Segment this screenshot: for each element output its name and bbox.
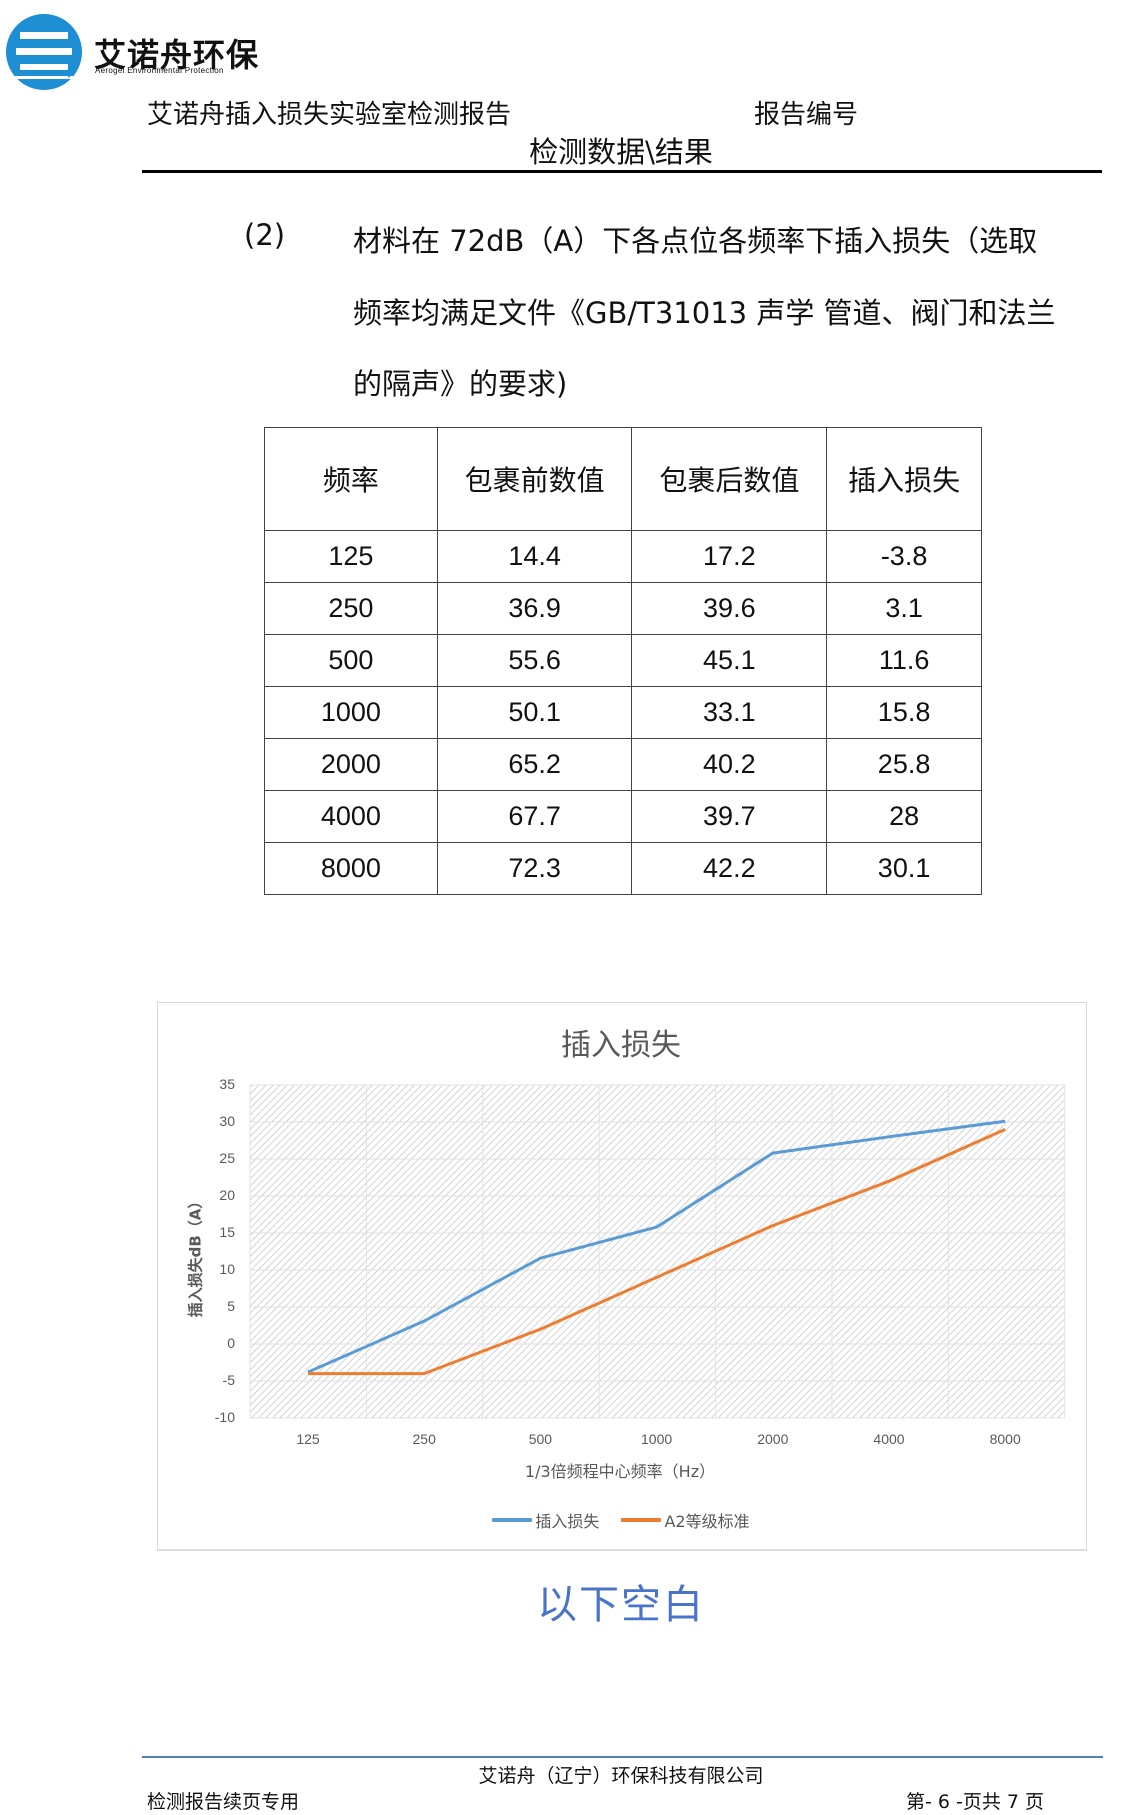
cell-after: 40.2 — [631, 738, 828, 791]
header-divider — [142, 170, 1102, 173]
paragraph-line: 的隔声》的要求) — [353, 367, 568, 401]
legend-label: A2等级标准 — [664, 1512, 750, 1531]
series-insertion-loss-line — [307, 1119, 1006, 1374]
table-row: 250 36.9 39.6 3.1 — [264, 582, 982, 635]
chart-legend: 插入损失 A2等级标准 — [157, 1508, 1085, 1532]
y-tick-label: -10 — [214, 1409, 235, 1425]
cell-loss: 25.8 — [826, 738, 982, 791]
cell-frequency: 2000 — [264, 738, 438, 791]
gridlines — [249, 1084, 1066, 1419]
paragraph-line: 频率均满足文件《GB/T31013 声学 管道、阀门和法兰 — [353, 296, 1056, 330]
x-axis-label: 1/3倍频程中心频率（Hz） — [524, 1462, 716, 1481]
y-tick-label: 5 — [227, 1298, 235, 1314]
x-tick-label: 1000 — [641, 1431, 673, 1447]
report-title: 艾诺舟插入损失实验室检测报告 — [147, 100, 512, 130]
legend-line-orange-icon — [621, 1518, 662, 1522]
cell-before: 72.3 — [436, 842, 633, 895]
table-row: 2000 65.2 40.2 25.8 — [264, 738, 982, 791]
y-tick-label: 10 — [219, 1261, 235, 1277]
x-tick-label: 4000 — [873, 1431, 905, 1447]
legend-line-blue-icon — [492, 1518, 533, 1522]
footer-divider — [142, 1756, 1103, 1758]
paragraph-line: 材料在 72dB（A）下各点位各频率下插入损失（选取 — [353, 224, 1038, 258]
x-tick-label: 8000 — [989, 1431, 1021, 1447]
y-tick-label: 35 — [219, 1076, 235, 1092]
chart-title: 插入损失 — [561, 1028, 681, 1063]
legend-item-a2-standard: A2等级标准 — [621, 1508, 750, 1532]
series-lines — [307, 1119, 1006, 1376]
table-row: 8000 72.3 42.2 30.1 — [264, 842, 982, 895]
table-row: 1000 50.1 33.1 15.8 — [264, 686, 982, 739]
blank-below-note: 以下空白 — [537, 1582, 705, 1628]
cell-loss: 30.1 — [826, 842, 982, 895]
cell-before: 65.2 — [436, 738, 633, 791]
x-tick-label: 125 — [296, 1431, 320, 1447]
section-title: 检测数据\结果 — [529, 135, 713, 169]
cell-loss: 28 — [826, 790, 982, 843]
cell-before: 14.4 — [436, 530, 633, 583]
logo-subtitle: Aerogel Environmental Protection — [95, 66, 224, 75]
cell-loss: -3.8 — [826, 530, 982, 583]
legend-label: 插入损失 — [535, 1512, 600, 1531]
y-tick-label: 25 — [219, 1150, 235, 1166]
cell-before: 55.6 — [436, 634, 633, 687]
cell-frequency: 4000 — [264, 790, 438, 843]
cell-frequency: 1000 — [264, 686, 438, 739]
y-tick-label: 15 — [219, 1224, 235, 1240]
y-axis-label: 插入损失dB（A） — [186, 1193, 205, 1318]
table-row: 500 55.6 45.1 11.6 — [264, 634, 982, 687]
header-before-wrap: 包裹前数值 — [436, 427, 633, 531]
x-tick-label: 500 — [528, 1431, 553, 1447]
legend-item-insertion-loss: 插入损失 — [492, 1508, 599, 1532]
cell-after: 42.2 — [631, 842, 828, 895]
y-tick-label: 0 — [227, 1335, 235, 1351]
cell-frequency: 8000 — [264, 842, 438, 895]
cell-loss: 11.6 — [826, 634, 982, 687]
logo-icon — [6, 14, 82, 90]
insertion-loss-table: 频率 包裹前数值 包裹后数值 插入损失 125 14.4 17.2 -3.8 2… — [264, 427, 982, 895]
report-number-label: 报告编号 — [754, 100, 859, 130]
series-a2-standard-line — [308, 1128, 1006, 1376]
x-tick-label: 2000 — [757, 1431, 789, 1447]
page-number: 第- 6 -页共 7 页 — [906, 1791, 1045, 1813]
header-insertion-loss: 插入损失 — [826, 427, 982, 531]
cell-before: 50.1 — [436, 686, 633, 739]
logo-name: 艾诺舟环保 — [94, 36, 260, 74]
x-tick-label: 250 — [412, 1431, 436, 1447]
y-tick-label: 30 — [219, 1113, 235, 1129]
cell-before: 36.9 — [436, 582, 633, 635]
paragraph-number: (2) — [244, 218, 286, 252]
footer-left-text: 检测报告续页专用 — [147, 1791, 300, 1813]
cell-loss: 15.8 — [826, 686, 982, 739]
plot-area — [250, 1085, 1065, 1418]
table-row: 125 14.4 17.2 -3.8 — [264, 530, 982, 583]
cell-frequency: 500 — [264, 634, 438, 687]
footer-company: 艾诺舟（辽宁）环保科技有限公司 — [478, 1765, 764, 1787]
logo-sparkle-icon: ✦ — [64, 68, 75, 82]
cell-after: 17.2 — [631, 530, 828, 583]
cell-after: 33.1 — [631, 686, 828, 739]
y-tick-label: -5 — [222, 1372, 235, 1388]
table-header-row: 频率 包裹前数值 包裹后数值 插入损失 — [264, 427, 982, 531]
y-tick-label: 20 — [219, 1187, 235, 1203]
